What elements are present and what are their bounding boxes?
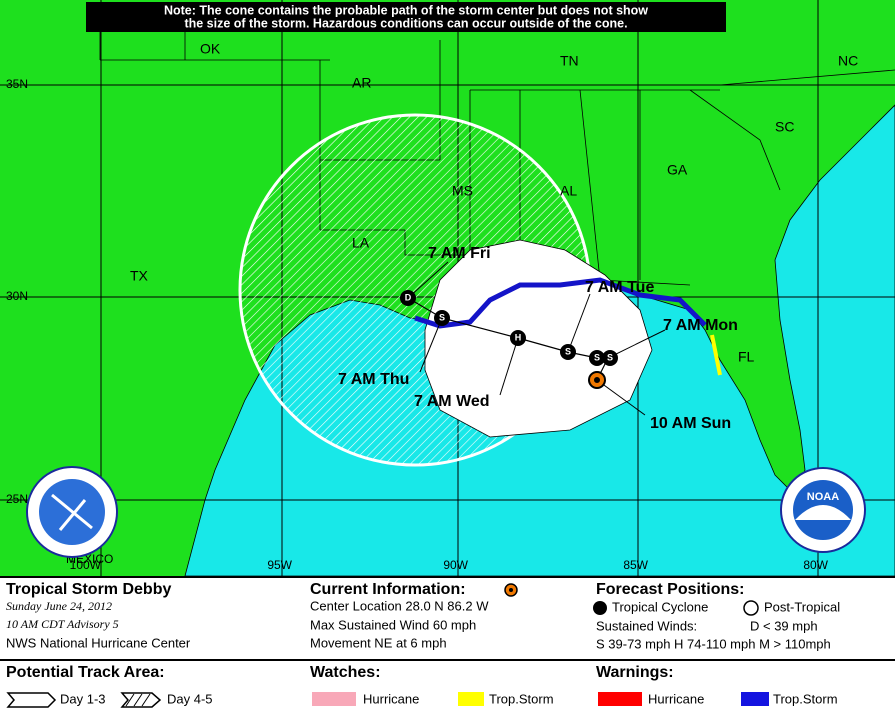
forecast-label: 7 AM Fri [428, 245, 491, 262]
note-box [86, 2, 726, 32]
state-label: FL [738, 349, 755, 365]
state-label: TN [560, 53, 579, 69]
marker-label: H [515, 332, 522, 342]
state-label: LA [352, 235, 370, 251]
watch-storm: Trop.Storm [489, 691, 554, 706]
forecast-post: Post-Tropical [764, 599, 840, 614]
forecast-title: Forecast Positions: [596, 581, 744, 598]
current-title: Current Information: [310, 581, 466, 598]
lat-label: 30N [6, 289, 28, 303]
forecast-label: 7 AM Tue [585, 279, 654, 296]
forecast-label: 7 AM Mon [663, 317, 738, 334]
forecast-label: 7 AM Wed [414, 393, 490, 410]
forecast-label: 10 AM Sun [650, 415, 731, 432]
storm-warning [414, 277, 707, 329]
state-label: SC [775, 119, 794, 135]
lat-label: 25N [6, 492, 28, 506]
logo-text: NOAA [807, 491, 839, 503]
warning-hurricane: Hurricane [648, 691, 704, 706]
marker-label: S [565, 346, 571, 356]
track-day45: Day 4-5 [167, 691, 213, 706]
state-label: GA [667, 162, 688, 178]
lon-label: 90W [443, 558, 468, 572]
storm-watch [710, 334, 722, 376]
marker-label: S [439, 312, 445, 322]
lon-label: 85W [623, 558, 648, 572]
state-label: AR [352, 75, 371, 91]
nws-logo [26, 466, 118, 558]
watches-title: Watches: [310, 664, 381, 681]
current-location: Center Location 28.0 N 86.2 W [310, 598, 489, 613]
storm-advisory: 10 AM CDT Advisory 5 [6, 617, 119, 631]
lon-label: 80W [803, 558, 828, 572]
legend: Tropical Storm Debby Sunday June 24, 201… [0, 576, 895, 708]
forecast-scale: S 39-73 mph H 74-110 mph M > 110mph [596, 636, 831, 651]
note-line: the size of the storm. Hazardous conditi… [184, 16, 627, 30]
lon-label: 95W [267, 558, 292, 572]
track-day13: Day 1-3 [60, 691, 106, 706]
note-line: Note: The cone contains the probable pat… [164, 3, 648, 17]
forecast-cyclone: Tropical Cyclone [612, 599, 708, 614]
warning-storm: Trop.Storm [773, 691, 838, 706]
storm-title: Tropical Storm Debby [6, 581, 171, 598]
lat-label: 35N [6, 77, 28, 91]
markers: D S H S S S [400, 290, 618, 389]
current-wind: Max Sustained Wind 60 mph [310, 617, 476, 632]
watch-hurricane: Hurricane [363, 691, 419, 706]
lon-label: 100W [70, 558, 102, 572]
storm-date: Sunday June 24, 2012 [6, 599, 112, 613]
storm-agency: NWS National Hurricane Center [6, 635, 191, 650]
state-label: OK [200, 41, 221, 57]
forecast-d: D < 39 mph [750, 618, 818, 633]
warnings-title: Warnings: [596, 664, 674, 681]
forecast-winds: Sustained Winds: [596, 618, 697, 633]
state-label: NC [838, 53, 858, 69]
marker-label: S [607, 352, 613, 362]
current-movement: Movement NE at 6 mph [310, 635, 447, 650]
forecast-label: 7 AM Thu [338, 371, 409, 388]
map: OK AR TN NC SC GA AL MS LA TX FL MEXICO … [0, 0, 895, 577]
track-title: Potential Track Area: [6, 664, 165, 681]
state-label: AL [560, 183, 577, 199]
noaa-logo: NOAA [780, 467, 866, 553]
marker-label: S [594, 352, 600, 362]
state-label: TX [130, 268, 149, 284]
state-label: MS [452, 183, 473, 199]
marker-label: D [405, 292, 412, 302]
